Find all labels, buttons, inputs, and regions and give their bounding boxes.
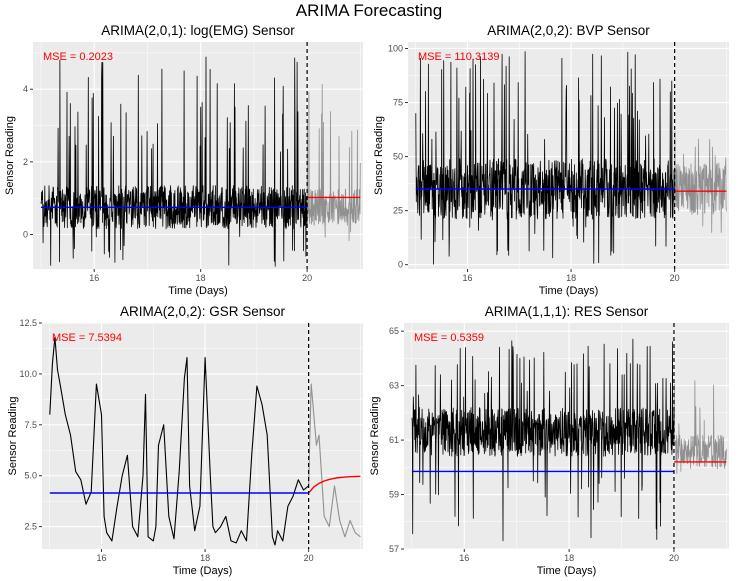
x-tick-label: 20	[304, 553, 314, 563]
y-tick-label: 25	[393, 206, 403, 216]
figure-title: ARIMA Forecasting	[295, 1, 443, 20]
holdout-series-line	[308, 383, 361, 538]
y-axis-label: Sensor Reading	[4, 116, 16, 195]
x-tick-label: 16	[463, 273, 473, 283]
observed-series-line	[49, 336, 309, 546]
y-tick-label: 65	[389, 326, 399, 336]
y-axis-label: Sensor Reading	[7, 397, 19, 476]
x-tick-label: 16	[459, 553, 469, 563]
y-tick-label: 5.0	[24, 471, 37, 481]
mse-annotation: MSE = 7.5394	[52, 332, 122, 344]
panel-1: 16 18 20 0 2 4 ARIMA(2,0,1): log(EMG) Sensor Ti…	[4, 23, 363, 297]
mse-annotation: MSE = 110.3139	[418, 51, 499, 63]
panel-4: 16 18 20 57 59 61 63 65 ARIMA(1,1,1): RES Sensor…	[369, 304, 729, 577]
x-tick-label: 20	[669, 553, 679, 563]
y-tick-label: 12.5	[19, 318, 37, 328]
y-tick-label: 0	[398, 260, 403, 270]
x-tick-label: 18	[200, 553, 210, 563]
observed-series-line	[40, 56, 308, 267]
holdout-series-line	[306, 84, 361, 242]
y-tick-label: 75	[393, 98, 403, 108]
panel-2: 16 18 20 0 25 50 75 100 ARIMA(2,0,2): BVP Sensor…	[373, 23, 729, 297]
x-axis-label: Time (Days)	[168, 285, 227, 297]
y-tick-label: 59	[389, 490, 399, 500]
panel-title: ARIMA(2,0,1): log(EMG) Sensor	[101, 23, 295, 38]
panel-title: ARIMA(2,0,2): GSR Sensor	[120, 304, 286, 319]
x-tick-label: 18	[566, 273, 576, 283]
y-tick-label: 50	[393, 152, 403, 162]
y-tick-label: 63	[389, 381, 399, 391]
y-tick-label: 4	[23, 84, 28, 94]
observed-series-line	[415, 51, 675, 265]
x-tick-label: 16	[89, 273, 99, 283]
y-tick-label: 0	[23, 229, 28, 239]
y-tick-label: 2.5	[24, 522, 37, 532]
mse-annotation: MSE = 0.2023	[43, 51, 113, 63]
panel-background	[408, 42, 729, 269]
y-axis-label: Sensor Reading	[369, 397, 381, 476]
observed-series-line	[411, 338, 675, 542]
y-tick-label: 2	[23, 157, 28, 167]
panel-title: ARIMA(1,1,1): RES Sensor	[485, 304, 649, 319]
y-tick-label: 57	[389, 544, 399, 554]
x-axis-label: Time (Days)	[539, 285, 598, 297]
forecast-series-line	[308, 475, 361, 494]
x-axis-label: Time (Days)	[537, 565, 596, 577]
x-tick-label: 18	[196, 273, 206, 283]
y-tick-label: 7.5	[24, 420, 37, 430]
x-axis-label: Time (Days)	[173, 565, 232, 577]
series-layer	[415, 51, 727, 265]
panel-3: 16 18 20 2.5 5.0 7.5 10.0 12.5 ARIMA(2,0,2): GSR…	[7, 304, 363, 577]
series-layer	[40, 56, 361, 267]
x-tick-label: 16	[97, 553, 107, 563]
mse-annotation: MSE = 0.5359	[414, 332, 484, 344]
y-axis-label: Sensor Reading	[373, 116, 385, 195]
series-layer	[49, 336, 361, 546]
x-tick-label: 20	[670, 273, 680, 283]
holdout-series-line	[674, 130, 727, 233]
x-tick-label: 18	[564, 553, 574, 563]
y-tick-label: 100	[388, 43, 403, 53]
y-tick-label: 10.0	[19, 369, 37, 379]
y-tick-label: 61	[389, 435, 399, 445]
x-tick-label: 20	[302, 273, 312, 283]
series-layer	[411, 338, 727, 542]
panel-title: ARIMA(2,0,2): BVP Sensor	[487, 23, 650, 38]
